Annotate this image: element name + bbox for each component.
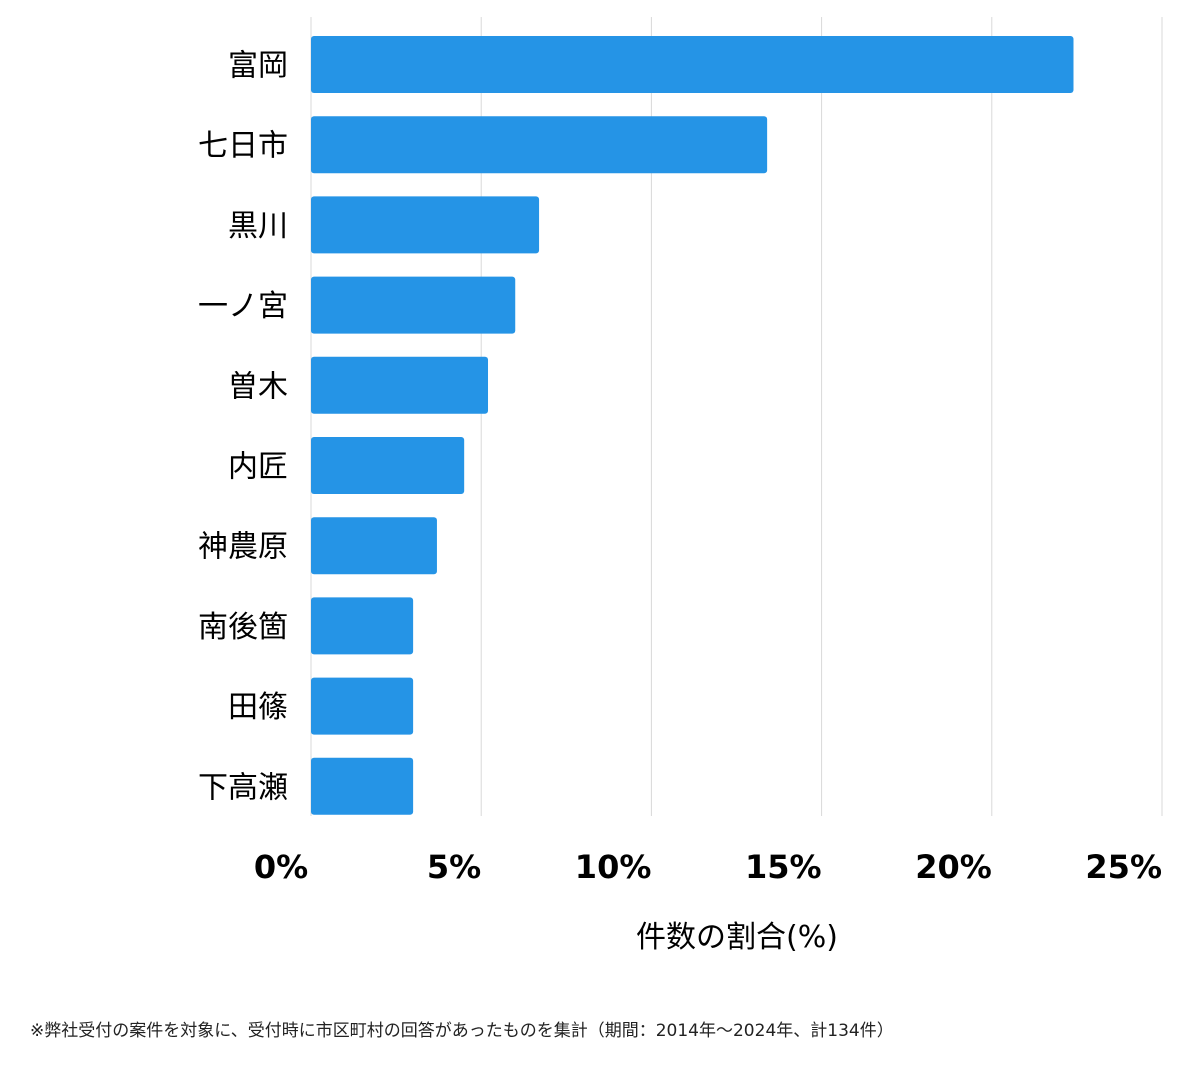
bars <box>311 36 1074 815</box>
footnote: ※弊社受付の案件を対象に、受付時に市区町村の回答があったものを集計（期間：201… <box>30 1021 894 1041</box>
category-label: 内匠 <box>228 450 288 485</box>
category-label: 下高瀬 <box>198 770 288 805</box>
category-label: 曽木 <box>228 369 288 404</box>
x-tick-label: 15% <box>745 848 822 886</box>
bar <box>311 437 465 494</box>
category-label: 富岡 <box>228 49 288 84</box>
bar <box>311 597 414 655</box>
x-tick-label: 0% <box>254 848 308 886</box>
bar <box>311 116 768 174</box>
category-label: 神農原 <box>198 530 288 565</box>
category-label: 七日市 <box>198 129 288 164</box>
x-tick-label: 10% <box>575 848 652 886</box>
bar <box>311 36 1074 93</box>
category-label: 南後箇 <box>198 610 288 645</box>
bar <box>311 196 540 254</box>
x-axis-title: 件数の割合(%) <box>636 920 838 955</box>
bar <box>311 356 489 414</box>
bar <box>311 757 414 815</box>
x-tick-label: 5% <box>427 848 481 886</box>
x-tick-labels: 0% 5% 10% 15% 20% 25% <box>254 848 1162 886</box>
category-label: 田篠 <box>228 690 288 725</box>
x-tick-label: 20% <box>915 848 992 886</box>
bar <box>311 276 516 334</box>
bar <box>311 677 414 735</box>
category-label: 一ノ宮 <box>198 289 288 324</box>
category-label: 黒川 <box>228 209 288 244</box>
bar <box>311 517 437 575</box>
x-tick-label: 25% <box>1085 848 1162 886</box>
